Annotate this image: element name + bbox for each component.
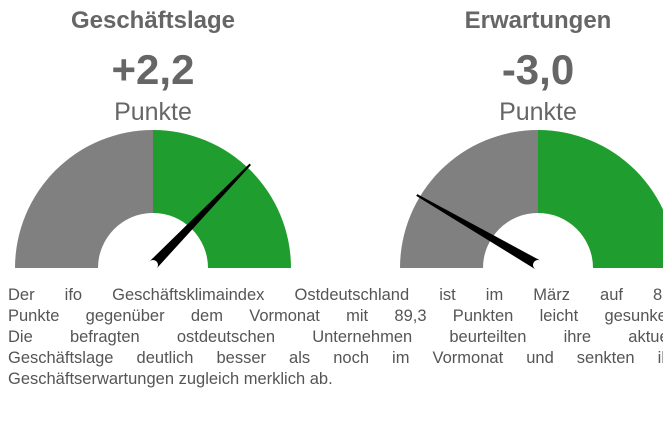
paragraph-line: Der ifo Geschäftsklimaindex Ostdeutschla… (8, 286, 663, 304)
gauge-value: +2,2 (112, 46, 195, 93)
paragraph-line: Geschäftserwartungen zugleich merklich a… (8, 370, 333, 388)
needle (416, 194, 541, 270)
gauge-title: Erwartungen (465, 7, 612, 34)
gauge-unit: Punkte (499, 98, 577, 126)
paragraph: Der ifo Geschäftsklimaindex Ostdeutschla… (8, 285, 663, 390)
gauge-title: Geschäftslage (71, 7, 235, 34)
paragraph-line: Geschäftslage deutlich besser als noch i… (8, 349, 663, 367)
gauge-value: -3,0 (502, 46, 574, 93)
gauge-unit: Punkte (114, 98, 192, 126)
gauge-hole (98, 213, 208, 268)
paragraph-line: Punkte gegenüber dem Vormonat mit 89,3 P… (8, 307, 663, 325)
needle (149, 163, 251, 269)
paragraph-line: Die befragten ostdeutschen Unternehmen b… (8, 328, 663, 346)
gauge-hole (483, 213, 593, 268)
gauges: Geschäftslage +2,2 Punkte Erwartungen -3,0 Pu… (15, 7, 663, 270)
